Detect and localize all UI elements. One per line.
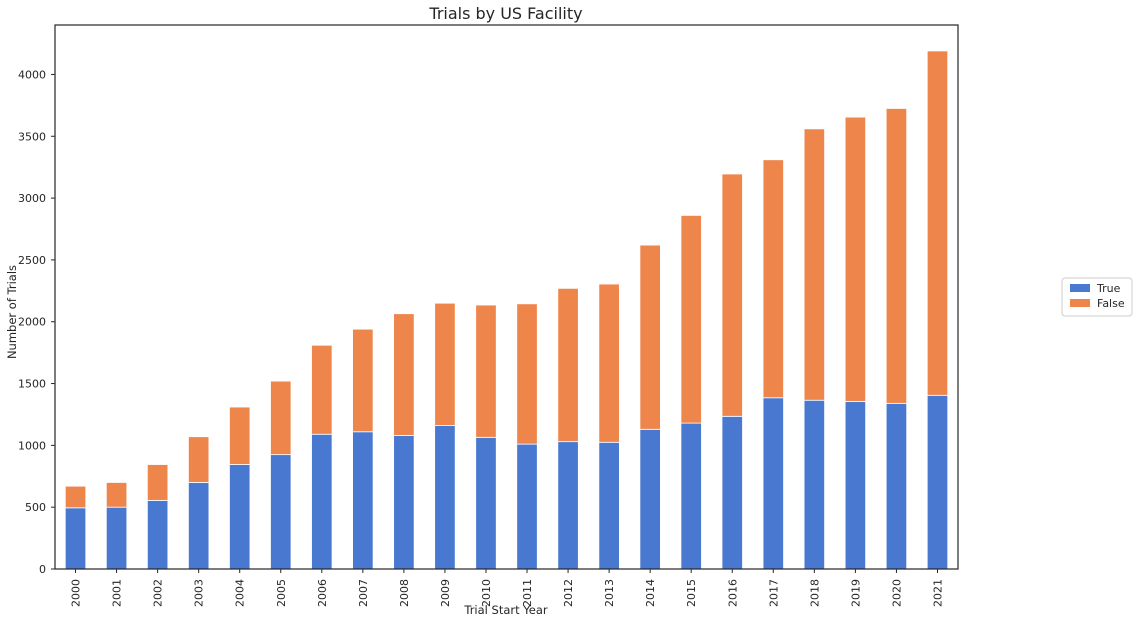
- y-tick-label: 3000: [18, 192, 46, 205]
- bar-true-2016: [721, 415, 743, 570]
- bar-true-2013: [598, 441, 620, 570]
- y-tick-label: 2500: [18, 254, 46, 267]
- bar-true-2010: [475, 436, 497, 570]
- bar-false-2014: [639, 244, 661, 430]
- y-tick-label: 1000: [18, 439, 46, 452]
- bar-false-2020: [885, 108, 908, 404]
- x-tick-label: 2008: [398, 579, 411, 607]
- bar-false-2021: [926, 50, 949, 396]
- bar-true-2020: [885, 402, 908, 570]
- legend-swatch-true: [1070, 284, 1090, 292]
- bar-false-2010: [475, 304, 497, 438]
- x-tick-label: 2014: [644, 579, 657, 607]
- bar-false-2003: [187, 436, 210, 483]
- bar-true-2000: [64, 507, 87, 570]
- chart-title: Trials by US Facility: [428, 4, 582, 23]
- y-tick-label: 2000: [18, 316, 46, 329]
- x-tick-label: 2000: [70, 579, 83, 607]
- x-tick-label: 2001: [111, 579, 124, 607]
- bar-true-2012: [557, 441, 579, 570]
- x-tick-label: 2013: [603, 579, 616, 607]
- y-axis-title: Number of Trials: [5, 265, 19, 359]
- bar-true-2008: [393, 435, 415, 570]
- plot-frame: [54, 24, 959, 570]
- bar-true-2017: [762, 397, 784, 570]
- legend: True False: [1061, 277, 1133, 317]
- bar-false-2009: [434, 302, 456, 426]
- bar-false-2001: [105, 482, 128, 508]
- bar-true-2011: [516, 443, 538, 570]
- bar-true-2002: [146, 499, 169, 570]
- x-tick-label: 2018: [808, 579, 821, 607]
- y-tick-label: 3500: [18, 130, 46, 143]
- bar-false-2002: [146, 464, 169, 501]
- x-tick-label: 2010: [480, 579, 493, 607]
- legend-label-false: False: [1097, 297, 1125, 310]
- x-tick-label: 2020: [890, 579, 903, 607]
- bar-true-2007: [352, 431, 374, 570]
- bar-true-2004: [229, 464, 251, 570]
- bar-true-2005: [270, 454, 292, 570]
- x-tick-label: 2017: [767, 579, 780, 607]
- bar-false-2012: [557, 287, 579, 443]
- y-axis-ticks: 0 500 1000 1500 2000 2500 3000 3500 4000: [18, 68, 55, 576]
- x-tick-label: 2021: [931, 579, 944, 607]
- x-axis-title: Trial Start Year: [463, 603, 548, 617]
- bar-true-2006: [311, 433, 333, 570]
- bar-false-2005: [270, 380, 292, 456]
- bar-false-2008: [393, 313, 415, 436]
- bar-false-2000: [64, 485, 87, 509]
- bar-false-2007: [352, 328, 374, 433]
- x-tick-label: 2012: [562, 579, 575, 607]
- bar-true-2003: [187, 482, 210, 570]
- x-tick-label: 2016: [726, 579, 739, 607]
- bar-false-2015: [680, 214, 702, 424]
- bar-true-2001: [105, 506, 128, 570]
- bars-group: [64, 50, 949, 570]
- bar-true-2014: [639, 428, 661, 570]
- y-tick-label: 0: [39, 563, 46, 576]
- bar-false-2017: [762, 159, 784, 399]
- x-tick-label: 2011: [521, 579, 534, 607]
- x-tick-label: 2015: [685, 579, 698, 607]
- legend-swatch-false: [1070, 299, 1090, 307]
- x-tick-label: 2009: [439, 579, 452, 607]
- legend-label-true: True: [1096, 282, 1121, 295]
- x-tick-label: 2006: [316, 579, 329, 607]
- bar-false-2013: [598, 283, 620, 443]
- x-axis-ticks: 2000 2001 2002 2003 2004 2005 2006 2007 2008 2009…: [70, 569, 944, 607]
- bar-false-2018: [803, 128, 826, 401]
- bar-true-2018: [803, 399, 826, 570]
- bar-true-2015: [680, 422, 702, 570]
- bar-true-2019: [844, 401, 867, 570]
- x-tick-label: 2007: [357, 579, 370, 607]
- bar-false-2016: [721, 173, 743, 417]
- bar-true-2009: [434, 425, 456, 570]
- x-tick-label: 2002: [152, 579, 165, 607]
- y-tick-label: 1500: [18, 378, 46, 391]
- bar-false-2011: [516, 303, 538, 445]
- bar-false-2006: [311, 344, 333, 435]
- bar-true-2021: [926, 394, 949, 570]
- x-tick-label: 2003: [193, 579, 206, 607]
- y-tick-label: 500: [25, 501, 46, 514]
- bar-false-2019: [844, 116, 867, 402]
- bar-false-2004: [229, 406, 251, 465]
- x-tick-label: 2019: [849, 579, 862, 607]
- y-tick-label: 4000: [18, 68, 46, 81]
- x-tick-label: 2005: [275, 579, 288, 607]
- x-tick-label: 2004: [234, 579, 247, 607]
